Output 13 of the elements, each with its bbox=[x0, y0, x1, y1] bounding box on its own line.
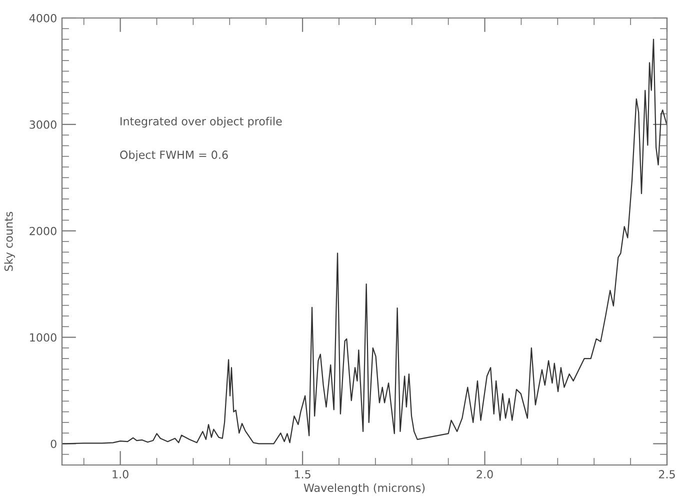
y-tick-label: 3000 bbox=[30, 120, 56, 129]
annotation: Object FWHM = 0.6 bbox=[120, 150, 228, 162]
y-tick-label: 0 bbox=[50, 440, 56, 448]
y-tick-label: 1000 bbox=[30, 333, 56, 342]
x-tick-label: 1.5 bbox=[294, 470, 310, 478]
y-axis-title: Sky counts bbox=[4, 212, 15, 271]
x-axis-title: Wavelength (microns) bbox=[304, 483, 425, 494]
y-tick-label: 2000 bbox=[30, 226, 56, 236]
annotation: Integrated over object profile bbox=[120, 116, 282, 128]
x-tick-label: 2.5 bbox=[658, 470, 675, 478]
x-tick-label: 2.0 bbox=[476, 470, 493, 478]
x-tick-label: 1.0 bbox=[112, 470, 128, 478]
y-tick-label: 4000 bbox=[29, 14, 56, 22]
